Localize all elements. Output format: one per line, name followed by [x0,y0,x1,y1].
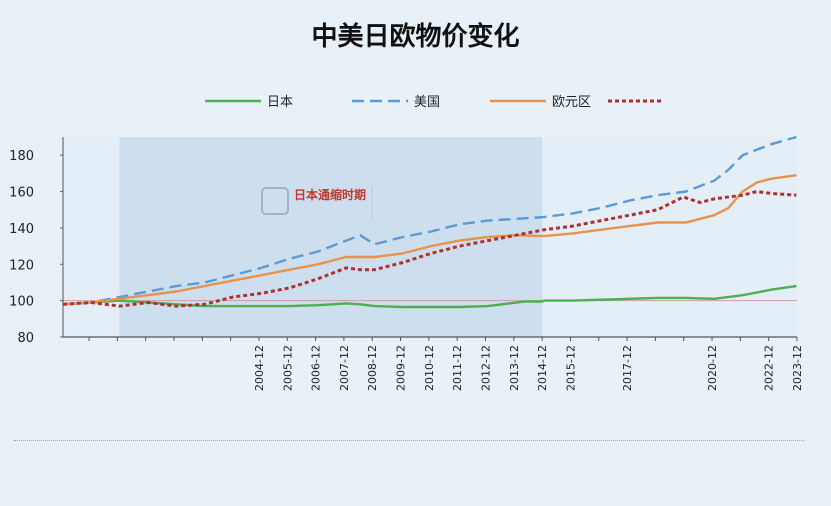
x-tick-label: 2023-12 [791,345,804,391]
x-tick-label: 2022-12 [763,345,776,391]
y-tick-label: 140 [9,222,34,237]
shaded-region-label: 日本通缩时期 [294,187,366,202]
x-tick-label: 2004-12 [253,345,266,391]
y-tick-label: 80 [17,331,34,346]
y-tick-label: 160 [9,186,34,201]
x-tick-label: 2017-12 [621,345,634,391]
chart-title: 中美日欧物价变化 [311,22,520,52]
x-tick-label: 2010-12 [423,345,436,391]
series-line-1 [62,135,797,306]
y-tick-label: 100 [9,295,34,310]
legend-label-2: 欧元区 [552,95,591,110]
x-tick-label: 2012-12 [480,345,493,391]
legend-label-1: 美国 [414,95,440,110]
footer-divider [14,440,804,441]
x-tick-label: 2006-12 [310,345,323,391]
x-tick-label: 2013-12 [508,345,521,391]
legend-label-0: 日本 [267,95,293,110]
x-tick-label: 2015-12 [564,345,577,391]
x-tick-label: 2007-12 [338,345,351,391]
x-tick-label: 2014-12 [536,345,549,391]
y-tick-label: 180 [9,149,34,164]
x-tick-label: 2020-12 [706,345,719,391]
series-line-0 [62,284,797,309]
y-tick-label: 120 [9,258,34,273]
x-tick-label: 2009-12 [395,345,408,391]
series-line-2 [62,174,797,306]
watermark-logo-icon [261,187,289,215]
x-tick-label: 2008-12 [366,345,379,391]
x-tick-label: 2005-12 [281,345,294,391]
x-tick-label: 2011-12 [451,345,464,391]
